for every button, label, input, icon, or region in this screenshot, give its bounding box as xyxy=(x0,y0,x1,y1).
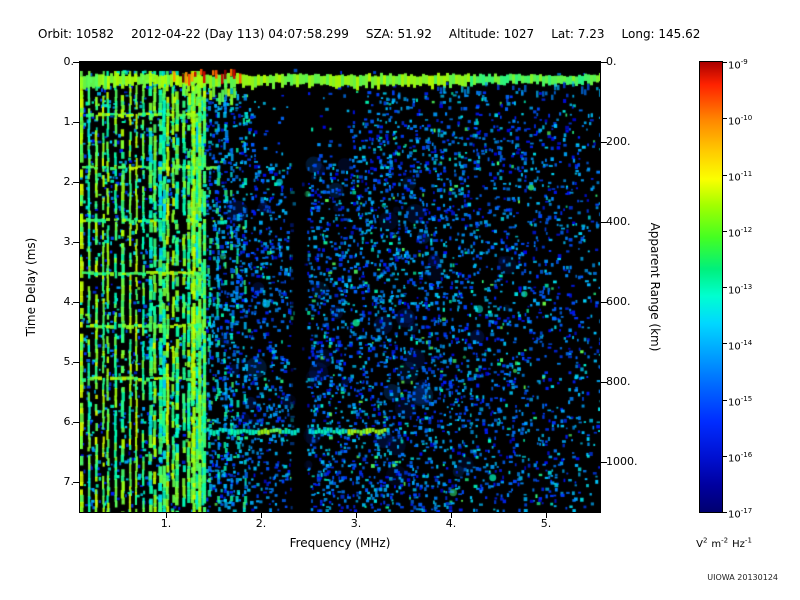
axis-tick xyxy=(723,287,727,288)
header-item-datetime: 2012-04-22 (Day 113) 04:07:58.299 xyxy=(131,27,349,41)
axis-tick xyxy=(723,456,727,457)
axis-tick xyxy=(166,512,167,518)
axis-tick xyxy=(601,142,607,143)
x-tick-label: 5. xyxy=(540,517,552,530)
y-tick-label: 4. xyxy=(63,295,75,308)
x-tick-label: 2. xyxy=(255,517,267,530)
range-tick-label: 600. xyxy=(606,295,631,308)
header-item-long: Long: 145.62 xyxy=(621,27,701,41)
axis-tick xyxy=(723,400,727,401)
y-tick-label: 0. xyxy=(63,55,75,68)
axis-tick xyxy=(73,482,79,483)
y-tick-label: 1. xyxy=(63,115,75,128)
axis-tick xyxy=(723,175,727,176)
y-tick-label: 6. xyxy=(63,415,75,428)
y-axis-left-title: Time Delay (ms) xyxy=(24,237,38,337)
axis-tick xyxy=(601,222,607,223)
axis-tick xyxy=(73,182,79,183)
axis-tick xyxy=(723,512,727,513)
colorbar-tick-label: 10-10 xyxy=(728,114,753,128)
axis-tick xyxy=(601,62,607,63)
axis-tick xyxy=(723,118,727,119)
y-tick-label: 5. xyxy=(63,355,75,368)
axis-tick xyxy=(73,302,79,303)
header-info: Orbit: 10582 2012-04-22 (Day 113) 04:07:… xyxy=(38,27,700,41)
axis-tick xyxy=(73,362,79,363)
range-tick-label: 200. xyxy=(606,135,631,148)
axis-tick xyxy=(723,62,727,63)
axis-tick xyxy=(73,62,79,63)
axis-tick xyxy=(723,343,727,344)
colorbar-tick-label: 10-9 xyxy=(728,58,748,72)
colorbar-tick-label: 10-12 xyxy=(728,226,753,240)
axis-tick xyxy=(723,231,727,232)
colorbar-tick-label: 10-15 xyxy=(728,395,753,409)
header-item-altitude: Altitude: 1027 xyxy=(448,27,535,41)
colorbar-tick-label: 10-16 xyxy=(728,451,753,465)
axis-tick xyxy=(601,302,607,303)
y-tick-label: 2. xyxy=(63,175,75,188)
colorbar-tick-label: 10-17 xyxy=(728,507,753,521)
colorbar-tick-label: 10-14 xyxy=(728,339,753,353)
axis-tick xyxy=(356,512,357,518)
axis-tick xyxy=(451,512,452,518)
axis-tick xyxy=(546,512,547,518)
range-tick-label: 400. xyxy=(606,215,631,228)
colorbar-tick-label: 10-13 xyxy=(728,283,753,297)
axis-tick xyxy=(261,512,262,518)
header-item-orbit: Orbit: 10582 xyxy=(38,27,115,41)
y-axis-right-title: Apparent Range (km) xyxy=(648,222,662,352)
axis-tick xyxy=(73,422,79,423)
credit-text: UIOWA 20130124 xyxy=(707,573,778,582)
y-tick-label: 7. xyxy=(63,475,75,488)
x-tick-label: 1. xyxy=(160,517,172,530)
colorbar-gradient xyxy=(700,62,722,512)
axis-tick xyxy=(601,462,607,463)
x-axis-title: Frequency (MHz) xyxy=(289,536,391,550)
axis-tick xyxy=(73,242,79,243)
x-tick-label: 3. xyxy=(350,517,362,530)
axis-tick xyxy=(73,122,79,123)
x-tick-label: 4. xyxy=(445,517,457,530)
axis-tick xyxy=(601,382,607,383)
y-tick-label: 3. xyxy=(63,235,75,248)
plot-area xyxy=(79,61,601,513)
spectrogram-canvas xyxy=(80,62,600,512)
colorbar-tick-label: 10-11 xyxy=(728,170,753,184)
range-tick-label: 1000. xyxy=(606,455,638,468)
colorbar xyxy=(699,61,723,513)
range-tick-label: 800. xyxy=(606,375,631,388)
header-item-lat: Lat: 7.23 xyxy=(551,27,605,41)
header-item-sza: SZA: 51.92 xyxy=(365,27,432,41)
range-tick-label: 0. xyxy=(606,55,617,68)
colorbar-units: V2 m-2 Hz-1 xyxy=(696,537,752,551)
